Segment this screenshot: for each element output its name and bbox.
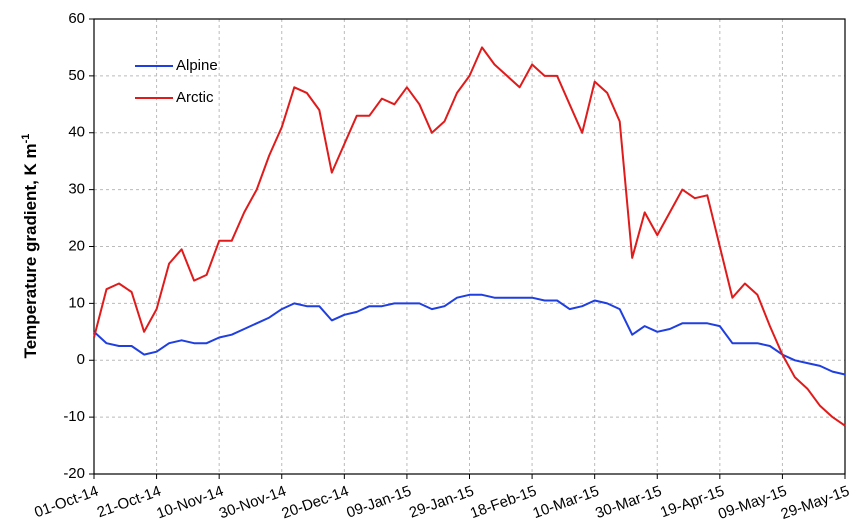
line-series: [93, 46, 846, 427]
y-tick-label: 40: [68, 124, 85, 141]
line-series: [93, 293, 846, 376]
y-tick-label: -10: [63, 408, 85, 425]
y-tick-label: 20: [68, 237, 85, 254]
y-axis-label: Temperature gradient, K m-1: [20, 134, 41, 359]
legend-label: Alpine: [176, 57, 218, 74]
x-tick-label: 29-May-15: [779, 483, 851, 523]
x-tick-label: 09-May-15: [716, 483, 789, 523]
x-tick-label: 09-Jan-15: [344, 483, 413, 522]
x-tick-label: 30-Nov-14: [217, 483, 289, 523]
x-tick-label: 10-Mar-15: [531, 483, 602, 523]
x-tick-label: 29-Jan-15: [407, 483, 476, 522]
x-tick-label: 19-Apr-15: [658, 483, 726, 522]
y-tick-label: -20: [63, 465, 85, 482]
x-tick-label: 20-Dec-14: [279, 483, 351, 523]
y-axis-label-superscript: -1: [20, 134, 32, 144]
x-tick-label: 01-Oct-14: [32, 483, 100, 522]
x-tick-label: 18-Feb-15: [468, 483, 539, 523]
legend-label: Arctic: [176, 89, 214, 106]
x-tick-label: 21-Oct-14: [95, 483, 163, 522]
y-tick-label: 60: [68, 10, 85, 27]
x-tick-label: 30-Mar-15: [593, 483, 664, 523]
x-tick-label: 10-Nov-14: [154, 483, 226, 523]
y-tick-label: 0: [77, 351, 85, 368]
y-tick-label: 30: [68, 181, 85, 198]
y-tick-label: 50: [68, 67, 85, 84]
y-tick-label: 10: [68, 294, 85, 311]
y-axis-label-text: Temperature gradient, K m: [21, 143, 40, 358]
plot-frame: [93, 18, 846, 475]
